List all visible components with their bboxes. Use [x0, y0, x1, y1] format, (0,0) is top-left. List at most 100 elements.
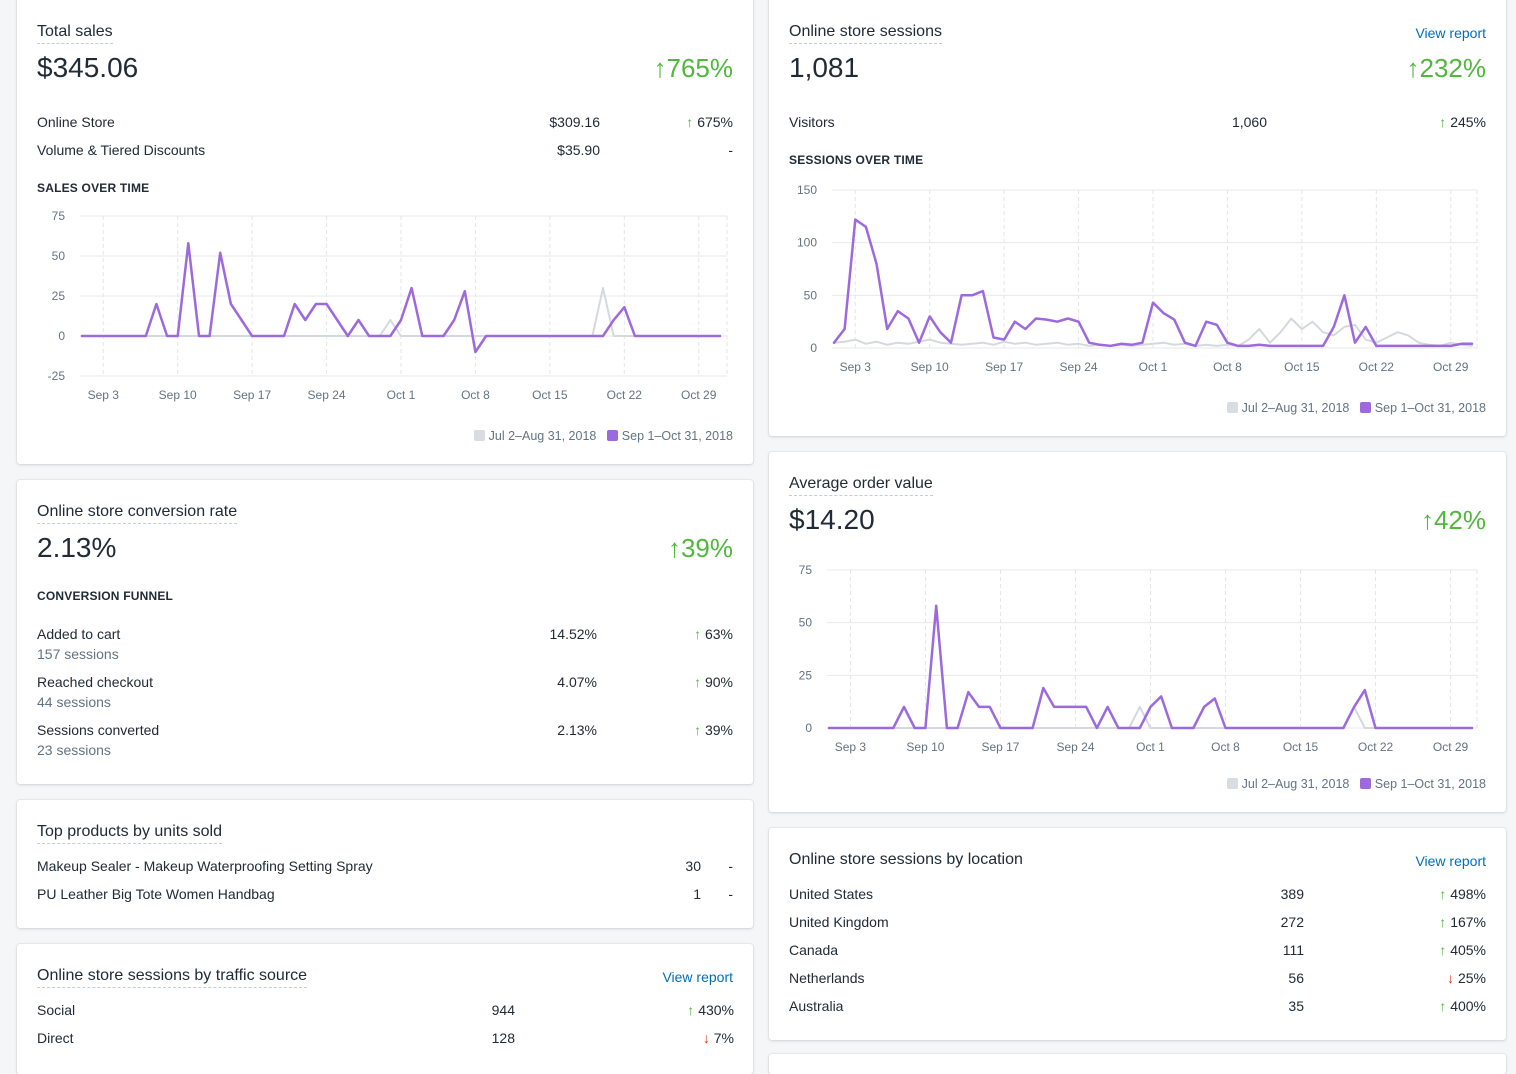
total-sales-card: Total sales $345.06 ↑765% Online Store $…: [17, 0, 753, 464]
arrow-up-icon: ↑: [667, 533, 681, 563]
conversion-card: Online store conversion rate 2.13% ↑39% …: [17, 480, 753, 784]
y-tick-label: 25: [799, 668, 813, 682]
total-sales-title[interactable]: Total sales: [37, 22, 113, 44]
x-tick-label: Oct 15: [532, 388, 568, 402]
arrow-up-icon: ↑: [1439, 942, 1447, 958]
conversion-value: 2.13%: [37, 532, 117, 563]
sales-legend: Jul 2–Aug 31, 2018 Sep 1–Oct 31, 2018: [473, 428, 733, 444]
x-tick-label: Oct 15: [1284, 360, 1320, 374]
x-tick-label: Oct 8: [1213, 360, 1242, 374]
x-tick-label: Sep 3: [835, 740, 867, 754]
aov-card: Average order value $14.20 ↑42% 75 50 25 0 S…: [769, 452, 1506, 812]
x-tick-label: Sep 10: [159, 388, 197, 402]
top-products-title[interactable]: Top products by units sold: [37, 822, 222, 844]
arrow-up-icon: ↑: [1439, 998, 1447, 1014]
legend-swatch-previous: [1226, 778, 1238, 789]
series-line-current: [832, 218, 1474, 348]
series-line-current: [827, 604, 1474, 730]
sessions-legend: Jul 2–Aug 31, 2018 Sep 1–Oct 31, 2018: [1226, 400, 1486, 416]
sales-chart-label: SALES OVER TIME: [37, 181, 150, 195]
next-card-edge: [769, 1054, 1506, 1074]
conversion-funnel-label: CONVERSION FUNNEL: [37, 589, 174, 603]
conversion-title[interactable]: Online store conversion rate: [37, 502, 238, 524]
x-tick-label: Oct 22: [607, 388, 643, 402]
legend-previous: Jul 2–Aug 31, 2018: [1226, 777, 1349, 791]
location-title: Online store sessions by location: [789, 851, 1023, 868]
arrow-up-icon: ↑: [1439, 886, 1447, 902]
sessions-card: Online store sessions View report 1,081 …: [769, 0, 1506, 436]
x-tick-label: Sep 24: [1060, 360, 1098, 374]
x-tick-label: Oct 8: [461, 388, 490, 402]
x-tick-label: Sep 3: [840, 360, 872, 374]
arrow-up-icon: ↑: [1439, 914, 1447, 930]
y-tick-label: 25: [52, 289, 66, 303]
top-products-card: Top products by units sold Makeup Sealer…: [17, 800, 753, 928]
x-tick-label: Sep 17: [985, 360, 1023, 374]
traffic-view-report-link[interactable]: View report: [662, 969, 733, 985]
x-tick-label: Oct 15: [1283, 740, 1319, 754]
legend-current: Sep 1–Oct 31, 2018: [1359, 777, 1486, 791]
arrow-up-icon: ↑: [653, 53, 667, 83]
sessions-title[interactable]: Online store sessions: [789, 22, 942, 44]
traffic-card: Online store sessions by traffic source …: [17, 944, 753, 1074]
y-tick-label: 50: [799, 616, 813, 630]
traffic-title[interactable]: Online store sessions by traffic source: [37, 966, 308, 988]
legend-previous: Jul 2–Aug 31, 2018: [473, 429, 596, 443]
legend-swatch-current: [1359, 778, 1371, 789]
x-tick-label: Oct 29: [681, 388, 717, 402]
legend-previous: Jul 2–Aug 31, 2018: [1226, 401, 1349, 415]
sessions-value: 1,081: [789, 52, 860, 83]
x-tick-label: Oct 8: [1211, 740, 1240, 754]
arrow-up-icon: ↑: [1406, 53, 1420, 83]
total-sales-delta: ↑765%: [653, 53, 734, 83]
x-tick-label: Oct 1: [1139, 360, 1168, 374]
arrow-up-icon: ↑: [694, 722, 702, 738]
legend-swatch-current: [1359, 402, 1371, 413]
x-tick-label: Sep 17: [981, 740, 1019, 754]
arrow-down-icon: ↓: [702, 1030, 710, 1046]
arrow-up-icon: ↑: [1439, 114, 1447, 130]
legend-swatch-previous: [1226, 402, 1238, 413]
total-sales-value: $345.06: [37, 52, 139, 83]
x-tick-label: Oct 29: [1433, 360, 1469, 374]
y-tick-label: 0: [58, 329, 65, 343]
y-tick-label: -25: [48, 369, 66, 383]
aov-title[interactable]: Average order value: [789, 474, 933, 496]
funnel-row-sessions-converted: Sessions converted 23 sessions 2.13% ↑ 3…: [37, 722, 733, 758]
aov-legend: Jul 2–Aug 31, 2018 Sep 1–Oct 31, 2018: [1226, 776, 1486, 792]
funnel-row-added-to-cart: Added to cart 157 sessions 14.52% ↑ 63%: [37, 626, 733, 662]
sessions-chart-label: SESSIONS OVER TIME: [789, 153, 924, 167]
x-tick-label: Oct 1: [387, 388, 416, 402]
x-tick-label: Sep 17: [233, 388, 271, 402]
x-tick-label: Oct 22: [1359, 360, 1395, 374]
arrow-up-icon: ↑: [687, 1002, 695, 1018]
arrow-up-icon: ↑: [694, 674, 702, 690]
x-tick-label: Sep 24: [308, 388, 346, 402]
x-tick-label: Sep 3: [88, 388, 120, 402]
x-tick-label: Sep 10: [906, 740, 944, 754]
legend-current: Sep 1–Oct 31, 2018: [606, 429, 733, 443]
arrow-down-icon: ↓: [1447, 970, 1455, 986]
sales-over-time-chart: 75 50 25 0 -25 Sep 3 Sep 10 Sep 17 Sep 24 Oct 1 Oc…: [48, 209, 728, 402]
arrow-up-icon: ↑: [686, 114, 694, 130]
y-tick-label: 50: [52, 249, 66, 263]
y-tick-label: 150: [797, 183, 817, 197]
arrow-up-icon: ↑: [1420, 505, 1434, 535]
sessions-delta: ↑232%: [1406, 53, 1487, 83]
location-view-report-link[interactable]: View report: [1415, 853, 1486, 869]
y-tick-label: 50: [804, 288, 818, 302]
legend-swatch-current: [606, 430, 618, 441]
y-tick-label: 75: [52, 209, 66, 223]
arrow-up-icon: ↑: [694, 626, 702, 642]
x-tick-label: Oct 22: [1358, 740, 1394, 754]
y-tick-label: 0: [810, 341, 817, 355]
aov-delta: ↑42%: [1420, 505, 1486, 535]
funnel-row-reached-checkout: Reached checkout 44 sessions 4.07% ↑ 90%: [37, 674, 733, 710]
sessions-view-report-link[interactable]: View report: [1415, 25, 1486, 41]
series-line-previous: [828, 705, 1473, 729]
x-tick-label: Sep 10: [911, 360, 949, 374]
aov-value: $14.20: [789, 504, 875, 535]
y-tick-label: 0: [805, 721, 812, 735]
x-tick-label: Oct 1: [1136, 740, 1165, 754]
legend-swatch-previous: [473, 430, 485, 441]
